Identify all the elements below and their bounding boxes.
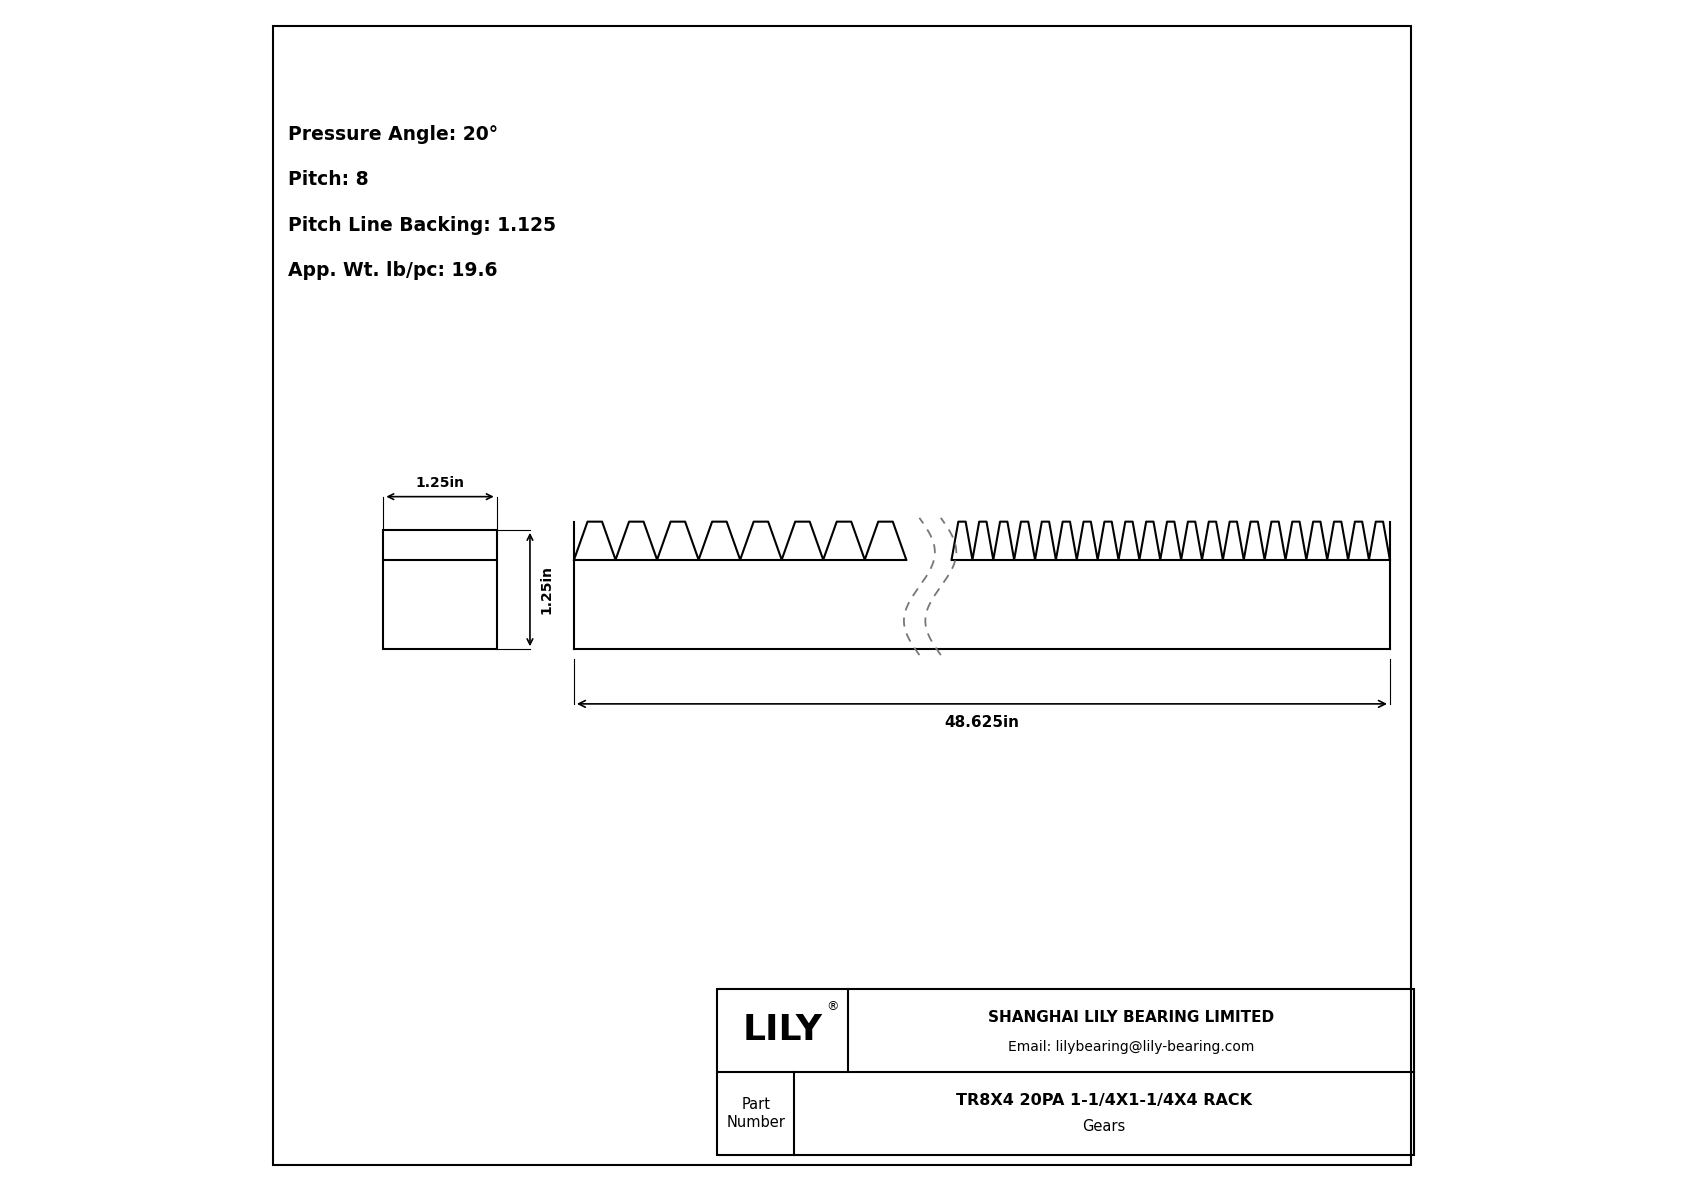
Text: 48.625in: 48.625in [945, 715, 1019, 730]
Bar [384, 530, 497, 649]
Text: Pressure Angle: 20°: Pressure Angle: 20° [288, 125, 498, 144]
Text: Pitch: 8: Pitch: 8 [288, 170, 369, 189]
Text: Part
Number: Part Number [726, 1097, 785, 1130]
Text: LILY: LILY [743, 1014, 822, 1047]
Text: 1.25in: 1.25in [539, 565, 554, 615]
Text: Gears: Gears [1083, 1120, 1125, 1134]
Text: App. Wt. lb/pc: 19.6: App. Wt. lb/pc: 19.6 [288, 261, 498, 280]
Text: Email: lilybearing@lily-bearing.com: Email: lilybearing@lily-bearing.com [1007, 1040, 1255, 1054]
Text: SHANGHAI LILY BEARING LIMITED: SHANGHAI LILY BEARING LIMITED [989, 1010, 1273, 1025]
Text: Pitch Line Backing: 1.125: Pitch Line Backing: 1.125 [288, 216, 556, 235]
Text: TR8X4 20PA 1-1/4X1-1/4X4 RACK: TR8X4 20PA 1-1/4X1-1/4X4 RACK [957, 1093, 1251, 1108]
Text: 1.25in: 1.25in [416, 475, 465, 490]
Bar [717, 989, 1413, 1155]
Text: ®: ® [825, 1000, 839, 1014]
